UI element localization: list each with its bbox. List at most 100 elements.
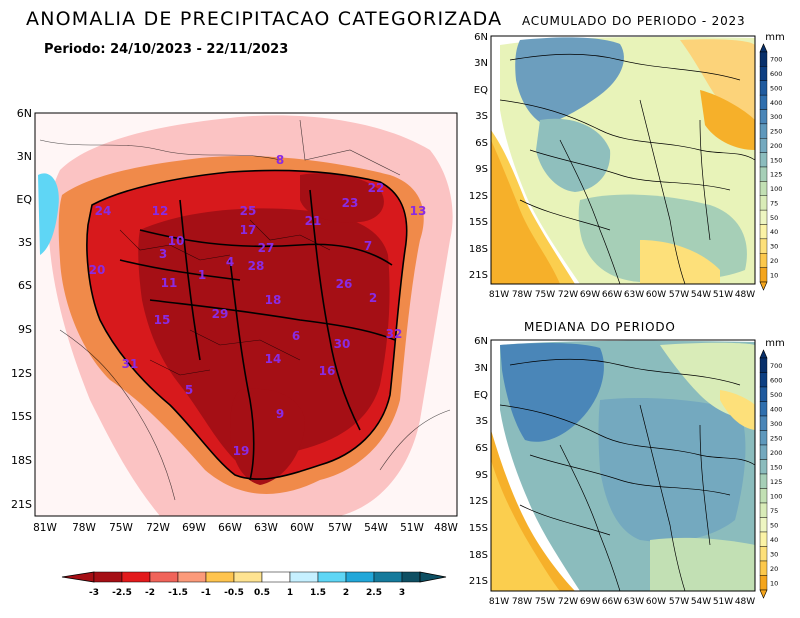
legend-swatch (233, 571, 263, 583)
basin-label: 18 (265, 293, 282, 307)
basin-label: 1 (198, 268, 206, 282)
med-lon-label: 57W (669, 597, 689, 607)
colorbar-tick: 75 (770, 507, 778, 515)
basin-label: 26 (336, 277, 353, 291)
basin-label: 25 (240, 204, 257, 218)
colorbar-swatch (759, 152, 768, 168)
med-lat-label: 3S (475, 416, 488, 427)
basin-label: 6 (292, 329, 300, 343)
basin-label: 3 (159, 247, 167, 261)
basin-label: 7 (364, 239, 372, 253)
legend-swatch (317, 571, 347, 583)
acc-lon-label: 72W (558, 290, 578, 300)
legend-tick: -0.5 (224, 588, 244, 598)
colorbar-swatch (759, 401, 768, 417)
colorbar-tick: 300 (770, 113, 782, 121)
accumulated-colorbar: 700 600 500 400 300 250 200 150 125 100 75 50 40 30 20… (759, 43, 782, 291)
anomaly-legend: -3 -2.5 -2 -1.5 -1 -0.5 0.5 1 1.5 2 2.5 … (61, 571, 447, 598)
legend-tick: 2.5 (366, 588, 382, 598)
legend-tick: 0.5 (254, 588, 270, 598)
colorbar-swatch (759, 209, 768, 225)
colorbar-tick: 20 (770, 565, 778, 573)
basin-label: 19 (233, 444, 250, 458)
basin-label: 30 (334, 337, 351, 351)
basin-label: 12 (152, 204, 169, 218)
colorbar-swatch (759, 66, 768, 81)
main-lon-label: 81W (33, 522, 57, 534)
med-lon-label: 63W (624, 597, 644, 607)
acc-lon-label: 51W (713, 290, 733, 300)
med-lon-label: 81W (489, 597, 509, 607)
main-lon-label: 72W (146, 522, 170, 534)
main-lat-label: 18S (11, 454, 32, 467)
colorbar-swatch (759, 517, 768, 533)
basin-label: 21 (305, 214, 322, 228)
basin-label: 20 (89, 263, 106, 277)
colorbar-tick: 200 (770, 449, 782, 457)
acc-lon-label: 78W (512, 290, 532, 300)
colorbar-tick: 250 (770, 434, 782, 442)
main-lon-label: 78W (72, 522, 96, 534)
colorbar-tick: 700 (770, 362, 782, 370)
colorbar-swatch (759, 575, 768, 591)
accumulated-map: 6N 3N EQ 3S 6S 9S 12S 15S 18S 21S 81W 78… (469, 32, 756, 300)
colorbar-swatch (759, 546, 768, 562)
colorbar-swatch (759, 531, 768, 547)
legend-swatch (205, 571, 235, 583)
basin-label: 13 (410, 204, 427, 218)
colorbar-swatch (759, 195, 768, 211)
acc-lat-label: 6S (475, 138, 488, 149)
colorbar-tick: 250 (770, 128, 782, 136)
med-lon-label: 51W (713, 597, 733, 607)
colorbar-tick: 10 (770, 579, 778, 587)
colorbar-tick: 40 (770, 228, 778, 236)
basin-label: 10 (168, 234, 185, 248)
colorbar-tick: 125 (770, 171, 782, 179)
colorbar-swatch (759, 267, 768, 283)
colorbar-tick: 300 (770, 420, 782, 428)
basin-label: 11 (161, 276, 178, 290)
med-lat-label: 21S (469, 576, 488, 587)
legend-tick: 3 (399, 588, 405, 598)
main-lat-label: 6N (17, 107, 32, 120)
legend-tick: -3 (89, 588, 99, 598)
basin-label: 24 (95, 204, 112, 218)
colorbar-tick: 125 (770, 478, 782, 486)
med-lat-label: 6S (475, 443, 488, 454)
main-lon-label: 51W (400, 522, 424, 534)
basin-label: 28 (248, 259, 265, 273)
colorbar-swatch (759, 51, 768, 67)
acc-lat-label: 9S (475, 164, 488, 175)
main-lat-label: EQ (16, 193, 32, 206)
colorbar-tick: 600 (770, 376, 782, 384)
basin-label: 27 (258, 241, 275, 255)
acc-colorbar-unit: mm (765, 32, 784, 43)
acc-lat-label: 3N (474, 58, 488, 69)
legend-swatch (401, 571, 421, 583)
acc-lon-label: 60W (646, 290, 666, 300)
legend-tick: 2 (343, 588, 349, 598)
legend-arrow-right (419, 571, 447, 583)
acc-lon-label: 48W (735, 290, 755, 300)
main-anomaly-map: 6N 3N EQ 3S 6S 9S 12S 15S 18S 21S 81W 78… (11, 107, 458, 534)
basin-label: 14 (265, 352, 282, 366)
med-colorbar-unit: mm (765, 338, 784, 349)
main-lat-label: 6S (18, 279, 32, 292)
basin-label: 31 (122, 357, 139, 371)
legend-swatch (121, 571, 151, 583)
period-label: Periodo: 24/10/2023 - 22/11/2023 (44, 42, 289, 57)
colorbar-tick: 10 (770, 271, 778, 279)
main-lon-label: 48W (434, 522, 458, 534)
acc-lat-label: 12S (469, 191, 488, 202)
colorbar-swatch (759, 415, 768, 431)
main-lon-label: 66W (218, 522, 242, 534)
main-lon-label: 54W (364, 522, 388, 534)
colorbar-tick: 700 (770, 56, 782, 64)
basin-label: 8 (276, 153, 284, 167)
med-lon-label: 78W (512, 597, 532, 607)
colorbar-swatch (759, 357, 768, 373)
colorbar-tick: 400 (770, 405, 782, 413)
legend-tick: -1.5 (168, 588, 188, 598)
med-lon-label: 69W (580, 597, 600, 607)
median-map: 6N 3N EQ 3S 6S 9S 12S 15S 18S 21S 81W 78… (469, 336, 756, 607)
